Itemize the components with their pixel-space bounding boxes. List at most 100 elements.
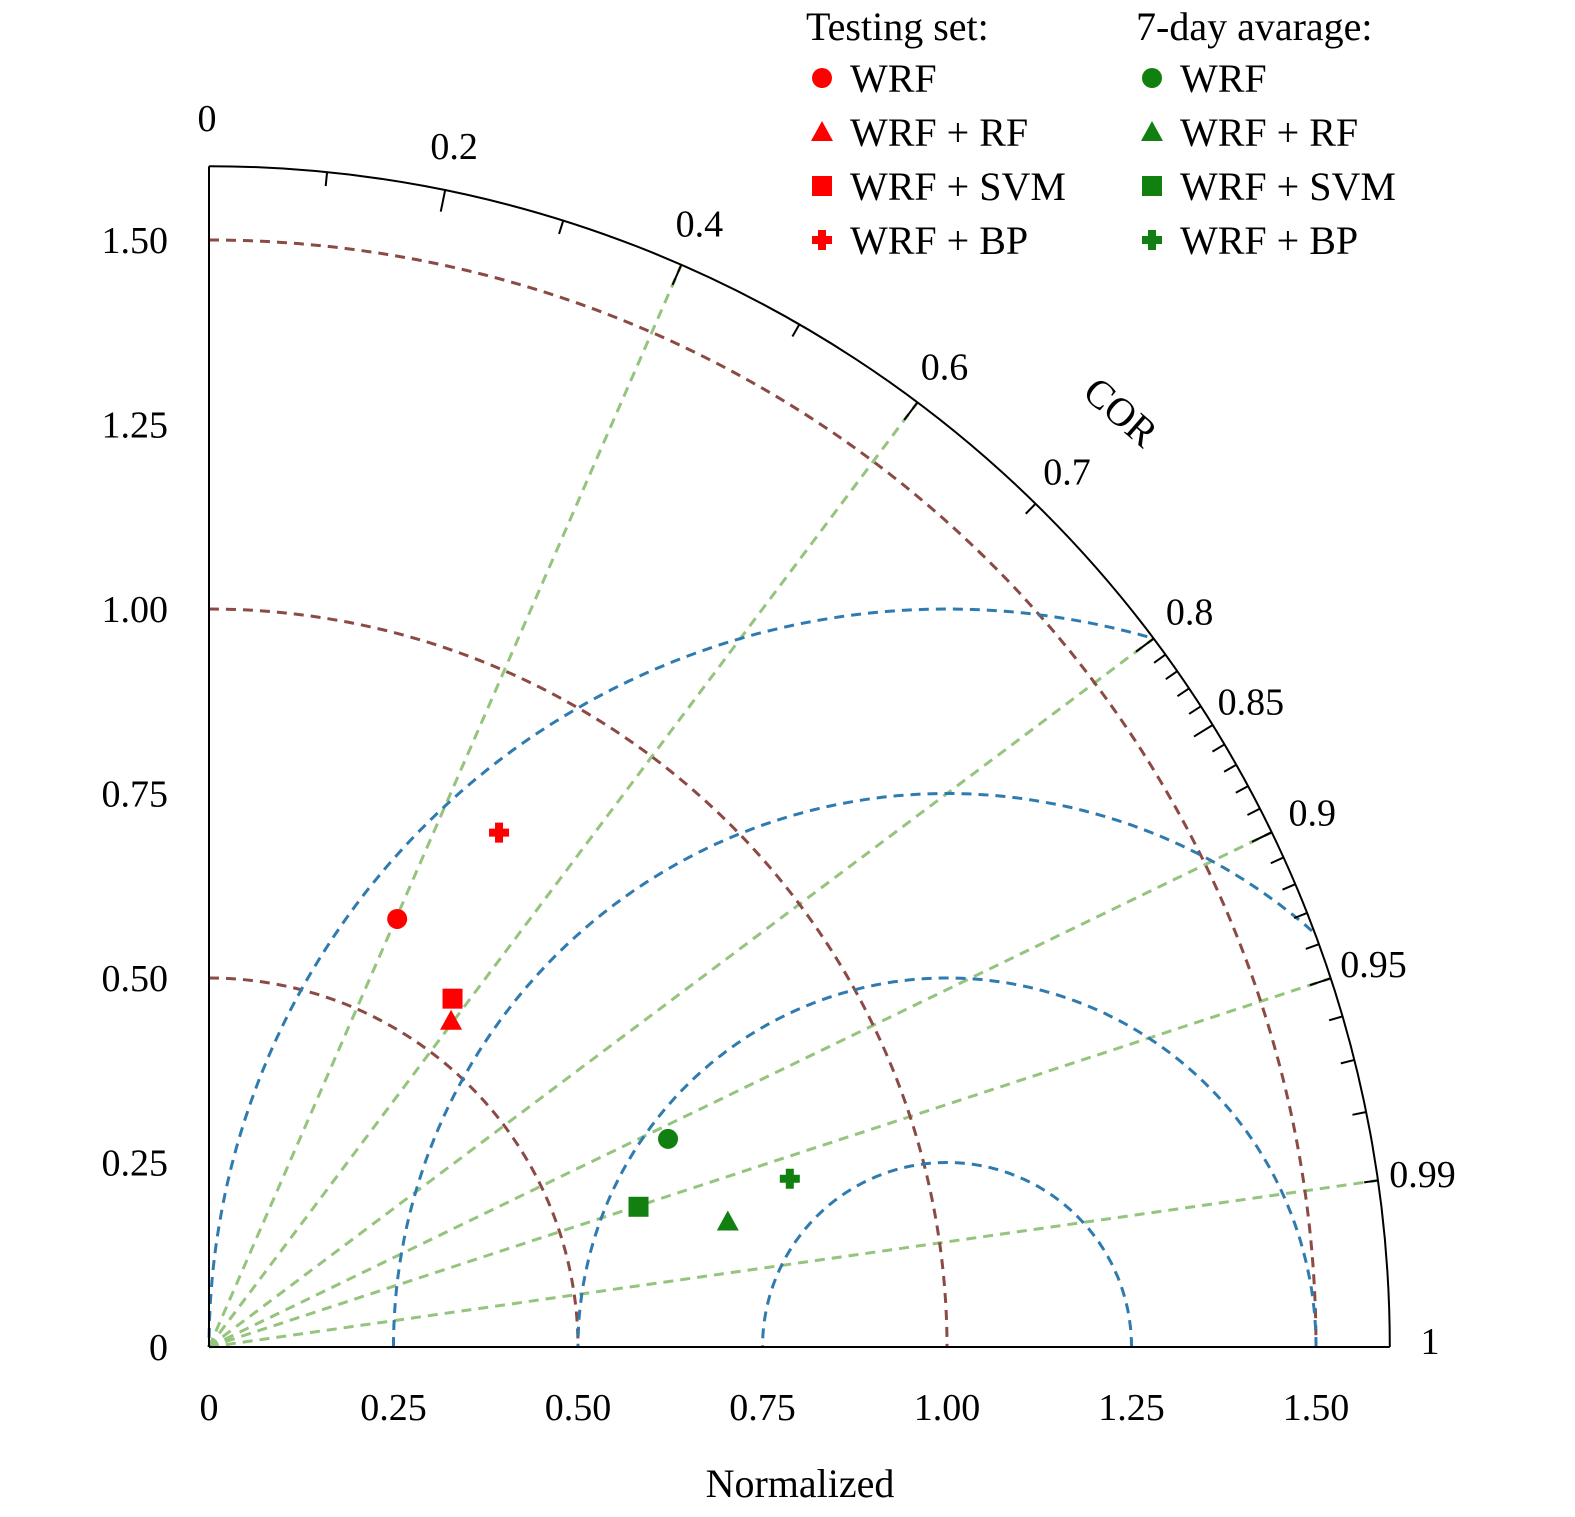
point-testing-set-wrf-rf: [440, 1009, 463, 1030]
cor-tick: [1165, 670, 1178, 680]
cor-tick: [558, 220, 565, 235]
legend-label: WRF + RF: [850, 110, 1028, 155]
cor-tick: [1363, 1179, 1379, 1184]
legend-marker: [1142, 230, 1162, 250]
cor-tick: [791, 323, 801, 338]
correlation-axis-title: COR: [1075, 368, 1167, 456]
x-tick-label: 1.50: [1283, 1387, 1350, 1429]
legend-marker: [812, 230, 832, 250]
cor-gridline: [208, 1178, 1379, 1349]
cor-tick: [1176, 687, 1190, 698]
legend-label: WRF + BP: [850, 218, 1028, 263]
cor-tick: [1309, 977, 1332, 987]
point-7-day-avarage-wrf: [658, 1128, 679, 1149]
legend-label: WRF + BP: [1180, 218, 1358, 263]
cor-gridline: [208, 976, 1332, 1349]
y-tick-label: 0.50: [102, 958, 169, 1000]
point-testing-set-wrf-svm: [442, 988, 463, 1009]
std-gridline: [208, 976, 580, 1348]
x-tick-label: 0.25: [360, 1387, 427, 1429]
legend-marker: [1142, 176, 1162, 196]
cor-tick: [1328, 1015, 1343, 1022]
cor-tick: [1305, 943, 1320, 950]
marks-layer: [387, 822, 800, 1231]
legend-title: Testing set:: [806, 4, 989, 49]
x-axis-title: Normalized: [706, 1461, 895, 1506]
cor-tick-label: 0.7: [1043, 452, 1091, 494]
cor-tick: [1188, 705, 1202, 715]
cor-tick-label: 0.8: [1166, 592, 1214, 634]
x-tick-label: 1.00: [914, 1387, 981, 1429]
cor-tick-label: 0: [198, 98, 217, 140]
legend-title: 7-day avarage:: [1136, 4, 1373, 49]
x-tick-label: 0.75: [729, 1387, 796, 1429]
cor-tick: [1340, 1058, 1355, 1065]
cor-tick: [1025, 503, 1037, 515]
cor-gridline: [207, 401, 919, 1348]
cor-tick: [439, 189, 447, 212]
point-7-day-avarage-wrf-bp: [779, 1168, 800, 1189]
std-gridline: [208, 607, 949, 1348]
cor-tick: [1246, 807, 1261, 816]
cor-tick-label: 0.6: [921, 346, 969, 388]
cor-tick-label: 0.4: [676, 204, 724, 246]
rmsd-gridline: [576, 976, 1318, 1347]
point-7-day-avarage-wrf-rf: [716, 1210, 739, 1231]
cor-tick: [1352, 1111, 1367, 1116]
cor-tick: [1223, 763, 1237, 773]
legend-marker: [812, 176, 832, 196]
rmsd-gridline: [392, 792, 1313, 1347]
rmsd-gridline: [761, 1161, 1133, 1347]
point-7-day-avarage-wrf-svm: [628, 1196, 649, 1217]
legend-label: WRF: [1180, 56, 1267, 101]
cor-gridline: [208, 830, 1273, 1349]
rmsd-gridline: [207, 607, 1148, 1348]
y-tick-label: 0: [149, 1327, 168, 1369]
cor-tick: [903, 401, 919, 421]
correlation-arc: [208, 165, 1391, 1348]
y-tick-label: 0.25: [102, 1143, 169, 1185]
cor-tick: [1293, 912, 1308, 920]
legend-label: WRF: [850, 56, 937, 101]
legend-marker: [811, 121, 833, 141]
cor-gridline: [207, 264, 683, 1348]
y-tick-label: 1.00: [102, 589, 169, 631]
cor-tick-label: 0.99: [1389, 1154, 1456, 1196]
point-testing-set-wrf-bp: [489, 822, 510, 843]
y-tick-label: 1.25: [102, 405, 169, 447]
labels-layer: Normalized COR 000.250.250.500.500.750.7…: [102, 98, 1456, 1506]
legend-marker: [812, 68, 832, 88]
cor-tick: [1251, 831, 1273, 843]
legend-marker: [1141, 121, 1163, 141]
cor-tick: [1235, 785, 1249, 794]
cor-tick-label: 0.2: [430, 126, 478, 168]
cor-tick: [1211, 743, 1225, 753]
legend-label: WRF + SVM: [850, 164, 1066, 209]
legend: Testing set: WRF WRF + RF WRF + SVM WRF + BP…: [806, 4, 1396, 263]
point-testing-set-wrf: [387, 908, 408, 929]
axes-layer: [208, 165, 1391, 1348]
legend-label: WRF + SVM: [1180, 164, 1396, 209]
cor-tick: [1282, 883, 1296, 891]
cor-tick-label: 1: [1421, 1321, 1440, 1363]
cor-gridline: [208, 637, 1155, 1349]
cor-tick: [1153, 653, 1167, 664]
x-tick-label: 0.50: [545, 1387, 612, 1429]
y-tick-label: 0.75: [102, 774, 169, 816]
cor-tick: [1193, 724, 1214, 738]
cor-tick: [324, 172, 329, 187]
x-tick-label: 1.25: [1098, 1387, 1165, 1429]
grid-layer: [207, 238, 1379, 1349]
y-tick-label: 1.50: [102, 220, 169, 262]
cor-tick-label: 0.95: [1340, 944, 1407, 986]
legend-marker: [1142, 68, 1162, 88]
cor-tick: [671, 264, 683, 286]
cor-tick-label: 0.9: [1288, 793, 1336, 835]
cor-tick: [1135, 637, 1155, 653]
legend-label: WRF + RF: [1180, 110, 1358, 155]
x-tick-label: 0: [200, 1387, 219, 1429]
std-gridline: [208, 238, 1318, 1348]
cor-tick-label: 0.85: [1218, 681, 1285, 723]
cor-tick: [1270, 856, 1284, 865]
